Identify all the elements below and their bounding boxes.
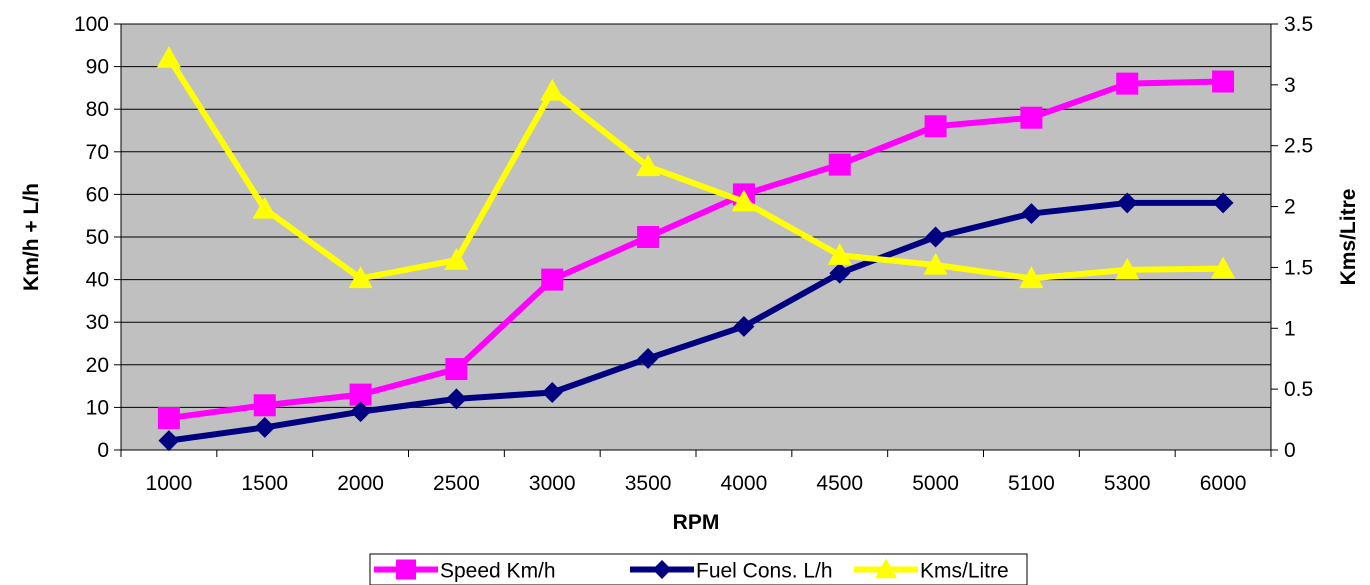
x-tick-label: 4000 — [721, 472, 768, 495]
data-point — [541, 382, 563, 403]
data-point — [1210, 256, 1236, 279]
x-tick-label: 6000 — [1200, 472, 1247, 495]
data-point — [923, 252, 948, 275]
x-tick-label: 5100 — [1008, 472, 1055, 495]
legend-marker — [396, 559, 416, 580]
legend-item: Kms/Litre — [854, 558, 1009, 583]
x-tick-label: 4500 — [816, 472, 863, 495]
data-point — [1115, 257, 1140, 280]
y2-tick-label: 0 — [1284, 439, 1296, 462]
legend-marker — [875, 558, 897, 579]
data-point — [540, 78, 565, 101]
y-tick-label: 50 — [86, 226, 109, 249]
data-point — [733, 316, 755, 337]
series-group — [156, 45, 1236, 452]
x-tick-label: 1000 — [146, 472, 193, 495]
y-tick-label: 30 — [86, 311, 109, 334]
legend-marker — [652, 560, 672, 579]
data-point — [349, 383, 372, 406]
y2-tick-label: 1.5 — [1284, 256, 1313, 279]
x-axis-title: RPM — [673, 511, 720, 534]
data-point — [637, 226, 660, 248]
data-point — [1212, 192, 1234, 214]
legend-label: Kms/Litre — [920, 560, 1009, 583]
y-tick-label: 80 — [86, 98, 109, 121]
data-point — [156, 45, 182, 68]
series-1 — [158, 192, 1234, 452]
x-tick-label: 2500 — [433, 472, 480, 495]
series-line — [168, 78, 1224, 422]
axis-labels: RPM Km/h + L/h Kms/Litre — [20, 183, 1360, 534]
legend: Speed Km/h Fuel Cons. L/h Kms/Litre — [369, 553, 1028, 585]
data-point — [1020, 106, 1043, 129]
y-tick-label: 70 — [86, 141, 109, 164]
data-point — [445, 388, 467, 410]
data-point — [445, 358, 468, 381]
gridlines — [121, 66, 1271, 408]
y2-tick-label: 3 — [1284, 74, 1296, 97]
data-point — [731, 189, 757, 212]
data-point — [158, 430, 180, 452]
y-tick-label: 20 — [86, 354, 109, 377]
data-point — [252, 196, 277, 219]
y2-tick-label: 2.5 — [1284, 135, 1313, 158]
x-tick-label: 5000 — [912, 472, 959, 495]
axes: 010203040506070809010000.511.522.533.510… — [74, 13, 1313, 495]
data-point — [1020, 203, 1042, 225]
y-tick-label: 40 — [86, 269, 109, 292]
y-tick-label: 90 — [86, 56, 109, 79]
y2-tick-label: 2 — [1284, 196, 1296, 219]
data-point — [253, 394, 276, 417]
data-point — [637, 347, 659, 369]
legend-label: Speed Km/h — [440, 560, 556, 583]
data-point — [444, 248, 469, 270]
data-point — [925, 226, 947, 248]
data-point — [827, 243, 852, 265]
x-tick-label: 1500 — [241, 472, 288, 495]
y-tick-label: 0 — [97, 439, 109, 462]
legend-item: Fuel Cons. L/h — [630, 560, 833, 583]
data-point — [254, 416, 276, 438]
series-line — [168, 199, 1224, 444]
legend-item: Speed Km/h — [374, 559, 556, 583]
data-point — [1116, 72, 1139, 95]
y2-axis-title: Kms/Litre — [1337, 189, 1360, 286]
data-point — [828, 153, 851, 176]
y-tick-label: 100 — [74, 13, 109, 36]
y2-tick-label: 3.5 — [1284, 13, 1313, 36]
y-tick-label: 10 — [86, 396, 109, 419]
y2-tick-label: 0.5 — [1284, 378, 1313, 401]
data-point — [541, 268, 564, 291]
data-point — [1212, 70, 1235, 93]
data-point — [1116, 192, 1138, 214]
x-tick-label: 5300 — [1104, 472, 1151, 495]
data-point — [1019, 266, 1044, 289]
data-point — [829, 262, 851, 284]
series-line — [166, 56, 1224, 282]
x-tick-label: 2000 — [337, 472, 384, 495]
y-axis-title: Km/h + L/h — [20, 183, 43, 291]
x-tick-label: 3000 — [529, 472, 576, 495]
y2-tick-label: 1 — [1284, 317, 1296, 340]
data-point — [157, 407, 180, 430]
data-point — [635, 154, 661, 177]
data-point — [348, 266, 373, 289]
data-point — [350, 401, 372, 423]
legend-label: Fuel Cons. L/h — [696, 560, 833, 583]
x-tick-label: 3500 — [625, 472, 672, 495]
y-tick-label: 60 — [86, 183, 109, 206]
series-2 — [156, 45, 1236, 289]
data-point — [924, 115, 947, 138]
